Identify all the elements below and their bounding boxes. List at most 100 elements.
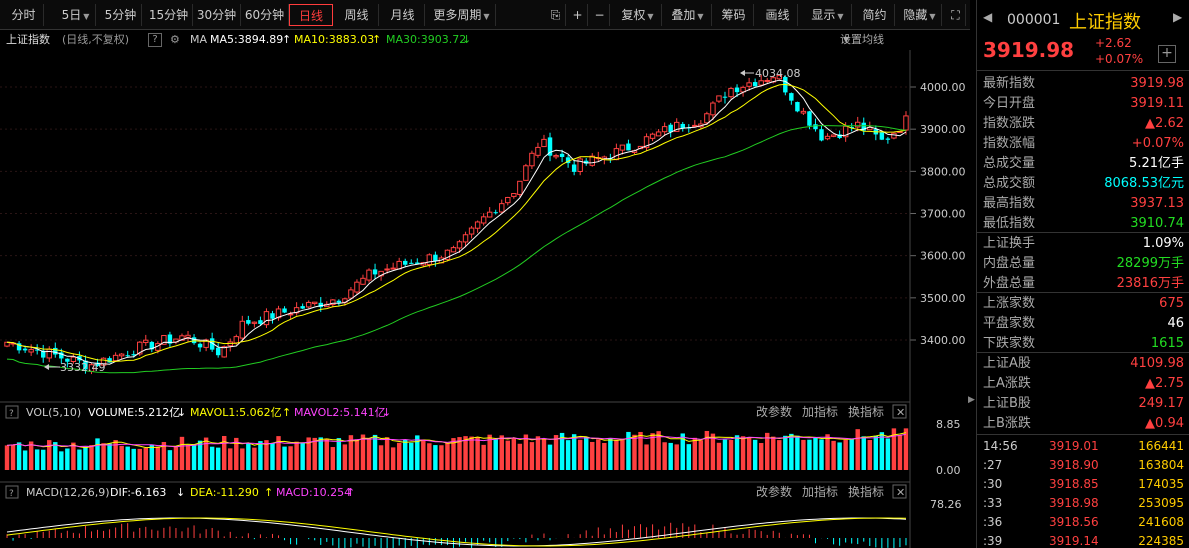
add-watchlist-icon[interactable]: + bbox=[1158, 45, 1176, 63]
period-daily[interactable]: 日线 bbox=[289, 4, 333, 26]
moving-average-lines bbox=[6, 79, 907, 374]
candle-up bbox=[855, 121, 861, 128]
vol-add-indicator-button[interactable]: 加指标 bbox=[802, 404, 838, 419]
help-icon[interactable]: ? bbox=[9, 409, 14, 419]
close-icon[interactable]: ✕ bbox=[896, 486, 905, 499]
candle-down bbox=[282, 308, 287, 313]
volume-bar bbox=[614, 439, 619, 470]
stat-value: 3919.11 bbox=[1130, 96, 1184, 111]
volume-bar bbox=[119, 445, 124, 470]
candle-up bbox=[517, 180, 523, 195]
arrow-up-icon: ↑ bbox=[282, 406, 291, 419]
vol-switch-indicator-button[interactable]: 换指标 bbox=[848, 404, 884, 419]
volume-bar bbox=[487, 434, 492, 470]
period-5min[interactable]: 5分钟 bbox=[100, 4, 142, 26]
volume-bar bbox=[493, 439, 498, 470]
period-30min[interactable]: 30分钟 bbox=[193, 4, 241, 26]
macd-edit-params-button[interactable]: 改参数 bbox=[756, 484, 792, 499]
zoom-in-icon[interactable]: + bbox=[568, 4, 588, 26]
volume-bar bbox=[511, 438, 517, 470]
candle-up bbox=[179, 335, 185, 341]
volume-bar bbox=[131, 448, 136, 470]
help-icon[interactable]: ? bbox=[148, 33, 162, 47]
candle-up bbox=[891, 132, 897, 139]
fullscreen-icon[interactable]: ⛶ bbox=[946, 4, 966, 26]
gear-icon[interactable]: ⚙ bbox=[170, 33, 180, 46]
candle-up bbox=[312, 301, 318, 305]
simple-button[interactable]: 简约 bbox=[855, 4, 895, 26]
period-monthly[interactable]: 月线 bbox=[381, 4, 425, 26]
help-icon[interactable]: ? bbox=[9, 489, 14, 499]
period-more[interactable]: 更多周期 ▼ bbox=[428, 4, 496, 26]
period-60min[interactable]: 60分钟 bbox=[241, 4, 289, 26]
overlay-button[interactable]: 叠加 ▼ bbox=[664, 4, 712, 26]
draw-button[interactable]: 画线 bbox=[758, 4, 798, 26]
display-button[interactable]: 显示 ▼ bbox=[804, 4, 852, 26]
volume-bar bbox=[728, 439, 734, 470]
volume-bar bbox=[517, 443, 523, 470]
candle-down bbox=[34, 349, 40, 351]
period-weekly[interactable]: 周线 bbox=[335, 4, 379, 26]
period-intraday[interactable]: 分时 bbox=[4, 4, 44, 26]
candle-down bbox=[149, 341, 155, 350]
volume-bar bbox=[143, 447, 148, 470]
macd-header: ? MACD(12,26,9) DIF:-6.163 ↓ DEA:-11.290… bbox=[5, 484, 907, 499]
adjust-button[interactable]: 复权 ▼ bbox=[614, 4, 662, 26]
candle-up bbox=[824, 135, 831, 140]
candle-down bbox=[795, 102, 800, 112]
volume-bar bbox=[469, 436, 474, 470]
next-arrow-icon[interactable]: ▶ bbox=[1173, 10, 1183, 24]
vol-edit-params-button[interactable]: 改参数 bbox=[756, 404, 792, 419]
candle-up bbox=[185, 334, 191, 338]
candle-down bbox=[246, 320, 251, 324]
volume-bar bbox=[288, 446, 293, 470]
zoom-out-icon[interactable]: − bbox=[590, 4, 610, 26]
volume-header: ? VOL(5,10) VOLUME:5.212亿 ↓ MAVOL1:5.062… bbox=[5, 404, 907, 419]
period-more-label: 更多周期 bbox=[433, 8, 482, 22]
volume-bar bbox=[77, 449, 82, 470]
chips-button[interactable]: 筹码 bbox=[714, 4, 754, 26]
close-icon[interactable]: ✕ bbox=[896, 406, 905, 419]
candle-up bbox=[143, 339, 149, 344]
candle-down bbox=[300, 306, 305, 309]
candle-down bbox=[215, 347, 221, 356]
candle-down bbox=[125, 355, 130, 357]
volume-bar bbox=[149, 444, 155, 470]
stat-value: 8068.53亿元 bbox=[1104, 176, 1184, 191]
mavol1-value: MAVOL1:5.062亿 bbox=[190, 406, 282, 419]
volume-bar bbox=[590, 441, 595, 470]
stat-value: 1615 bbox=[1150, 336, 1184, 351]
volume-bar bbox=[360, 434, 366, 470]
hide-button[interactable]: 隐藏 ▼ bbox=[898, 4, 942, 26]
volume-bar bbox=[849, 438, 854, 470]
volume-bar bbox=[813, 437, 818, 470]
candle-down bbox=[819, 129, 824, 141]
candle-up bbox=[842, 125, 849, 138]
candle-down bbox=[584, 160, 589, 164]
price-axis-label: 3900.00 bbox=[920, 123, 966, 136]
lock-icon[interactable]: ⎘ bbox=[546, 4, 566, 26]
quote-panel: ◀ 000001 上证指数 ▶ 3919.98 +2.62 +0.07% + 最… bbox=[976, 0, 1189, 548]
volume-bar bbox=[783, 435, 788, 470]
chevron-down-icon: ▼ bbox=[647, 12, 654, 21]
chevron-down-icon: ▼ bbox=[843, 35, 850, 44]
macd-switch-indicator-button[interactable]: 换指标 bbox=[848, 484, 884, 499]
volume-bar bbox=[758, 443, 764, 470]
volume-bar bbox=[451, 438, 456, 470]
quote-change: +2.62 bbox=[1095, 36, 1132, 50]
volume-bar bbox=[197, 440, 203, 470]
volume-bar bbox=[10, 444, 16, 470]
period-15min[interactable]: 15分钟 bbox=[145, 4, 193, 26]
stat-row: 上B涨跌 ▲0.94 bbox=[977, 414, 1189, 434]
candle-down bbox=[493, 212, 498, 214]
volume-bar bbox=[330, 447, 336, 470]
kline-chart[interactable]: 4000.00 3900.00 3800.00 3700.00 3600.00 3500.… bbox=[0, 50, 968, 548]
macd-add-indicator-button[interactable]: 加指标 bbox=[802, 484, 838, 499]
collapse-panel-icon[interactable]: ▶ bbox=[968, 395, 975, 405]
candle-down bbox=[403, 260, 408, 265]
prev-arrow-icon[interactable]: ◀ bbox=[983, 10, 993, 24]
volume-bar bbox=[475, 437, 480, 470]
period-5day[interactable]: 5日 ▼ bbox=[56, 4, 96, 26]
candle-up bbox=[263, 311, 270, 326]
